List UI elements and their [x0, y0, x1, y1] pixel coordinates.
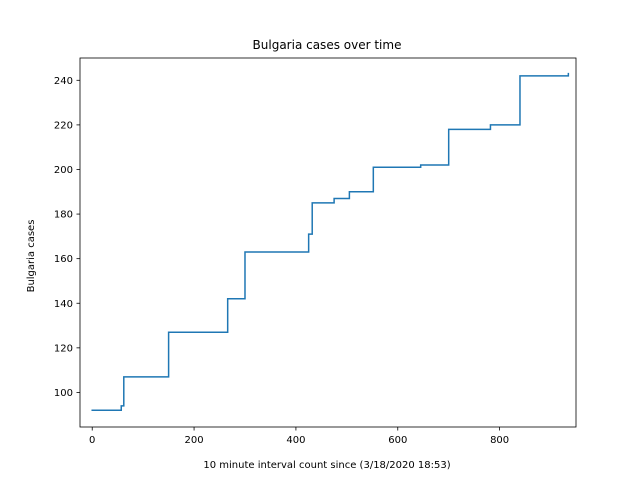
- y-tick-label-2: 140: [54, 299, 73, 310]
- series-line-0: [91, 72, 570, 412]
- x-axis-label: 10 minute interval count since (3/18/202…: [203, 460, 450, 471]
- x-tick-label-4: 800: [490, 435, 509, 446]
- y-tick-label-5: 200: [54, 165, 73, 176]
- x-tick-label-3: 600: [388, 435, 407, 446]
- plot-area: 0 200 400 600 800 100 120 140 160 180 200 220 240: [54, 57, 577, 446]
- x-tick-label-2: 400: [286, 435, 305, 446]
- x-tick-label-0: 0: [89, 435, 95, 446]
- y-tick-label-6: 220: [54, 120, 73, 131]
- y-tick-label-7: 240: [54, 76, 73, 87]
- y-tick-label-4: 180: [54, 210, 73, 221]
- chart-title: Bulgaria cases over time: [253, 38, 402, 52]
- y-axis-label: Bulgaria cases: [26, 220, 37, 293]
- y-tick-label-1: 120: [54, 343, 73, 354]
- plot-frame: [79, 57, 577, 428]
- y-tick-label-3: 160: [54, 254, 73, 265]
- y-tick-label-0: 100: [54, 388, 73, 399]
- x-tick-label-1: 200: [185, 435, 204, 446]
